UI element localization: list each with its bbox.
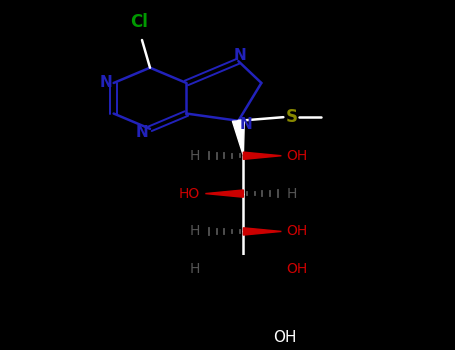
Text: N: N — [99, 76, 112, 90]
Text: N: N — [240, 117, 253, 132]
Text: N: N — [136, 125, 148, 140]
Text: OH: OH — [273, 330, 297, 345]
Text: N: N — [234, 48, 247, 63]
Polygon shape — [233, 120, 244, 156]
Text: Cl: Cl — [130, 13, 148, 31]
Polygon shape — [243, 228, 281, 235]
Text: H: H — [190, 149, 200, 163]
Text: S: S — [285, 108, 298, 126]
Polygon shape — [243, 152, 281, 159]
Polygon shape — [205, 190, 243, 197]
Text: HO: HO — [179, 187, 200, 201]
Text: OH: OH — [286, 149, 308, 163]
Text: OH: OH — [286, 224, 308, 238]
Polygon shape — [243, 266, 281, 273]
Text: H: H — [286, 187, 297, 201]
Text: OH: OH — [286, 262, 308, 276]
Text: H: H — [190, 262, 200, 276]
Text: H: H — [190, 224, 200, 238]
